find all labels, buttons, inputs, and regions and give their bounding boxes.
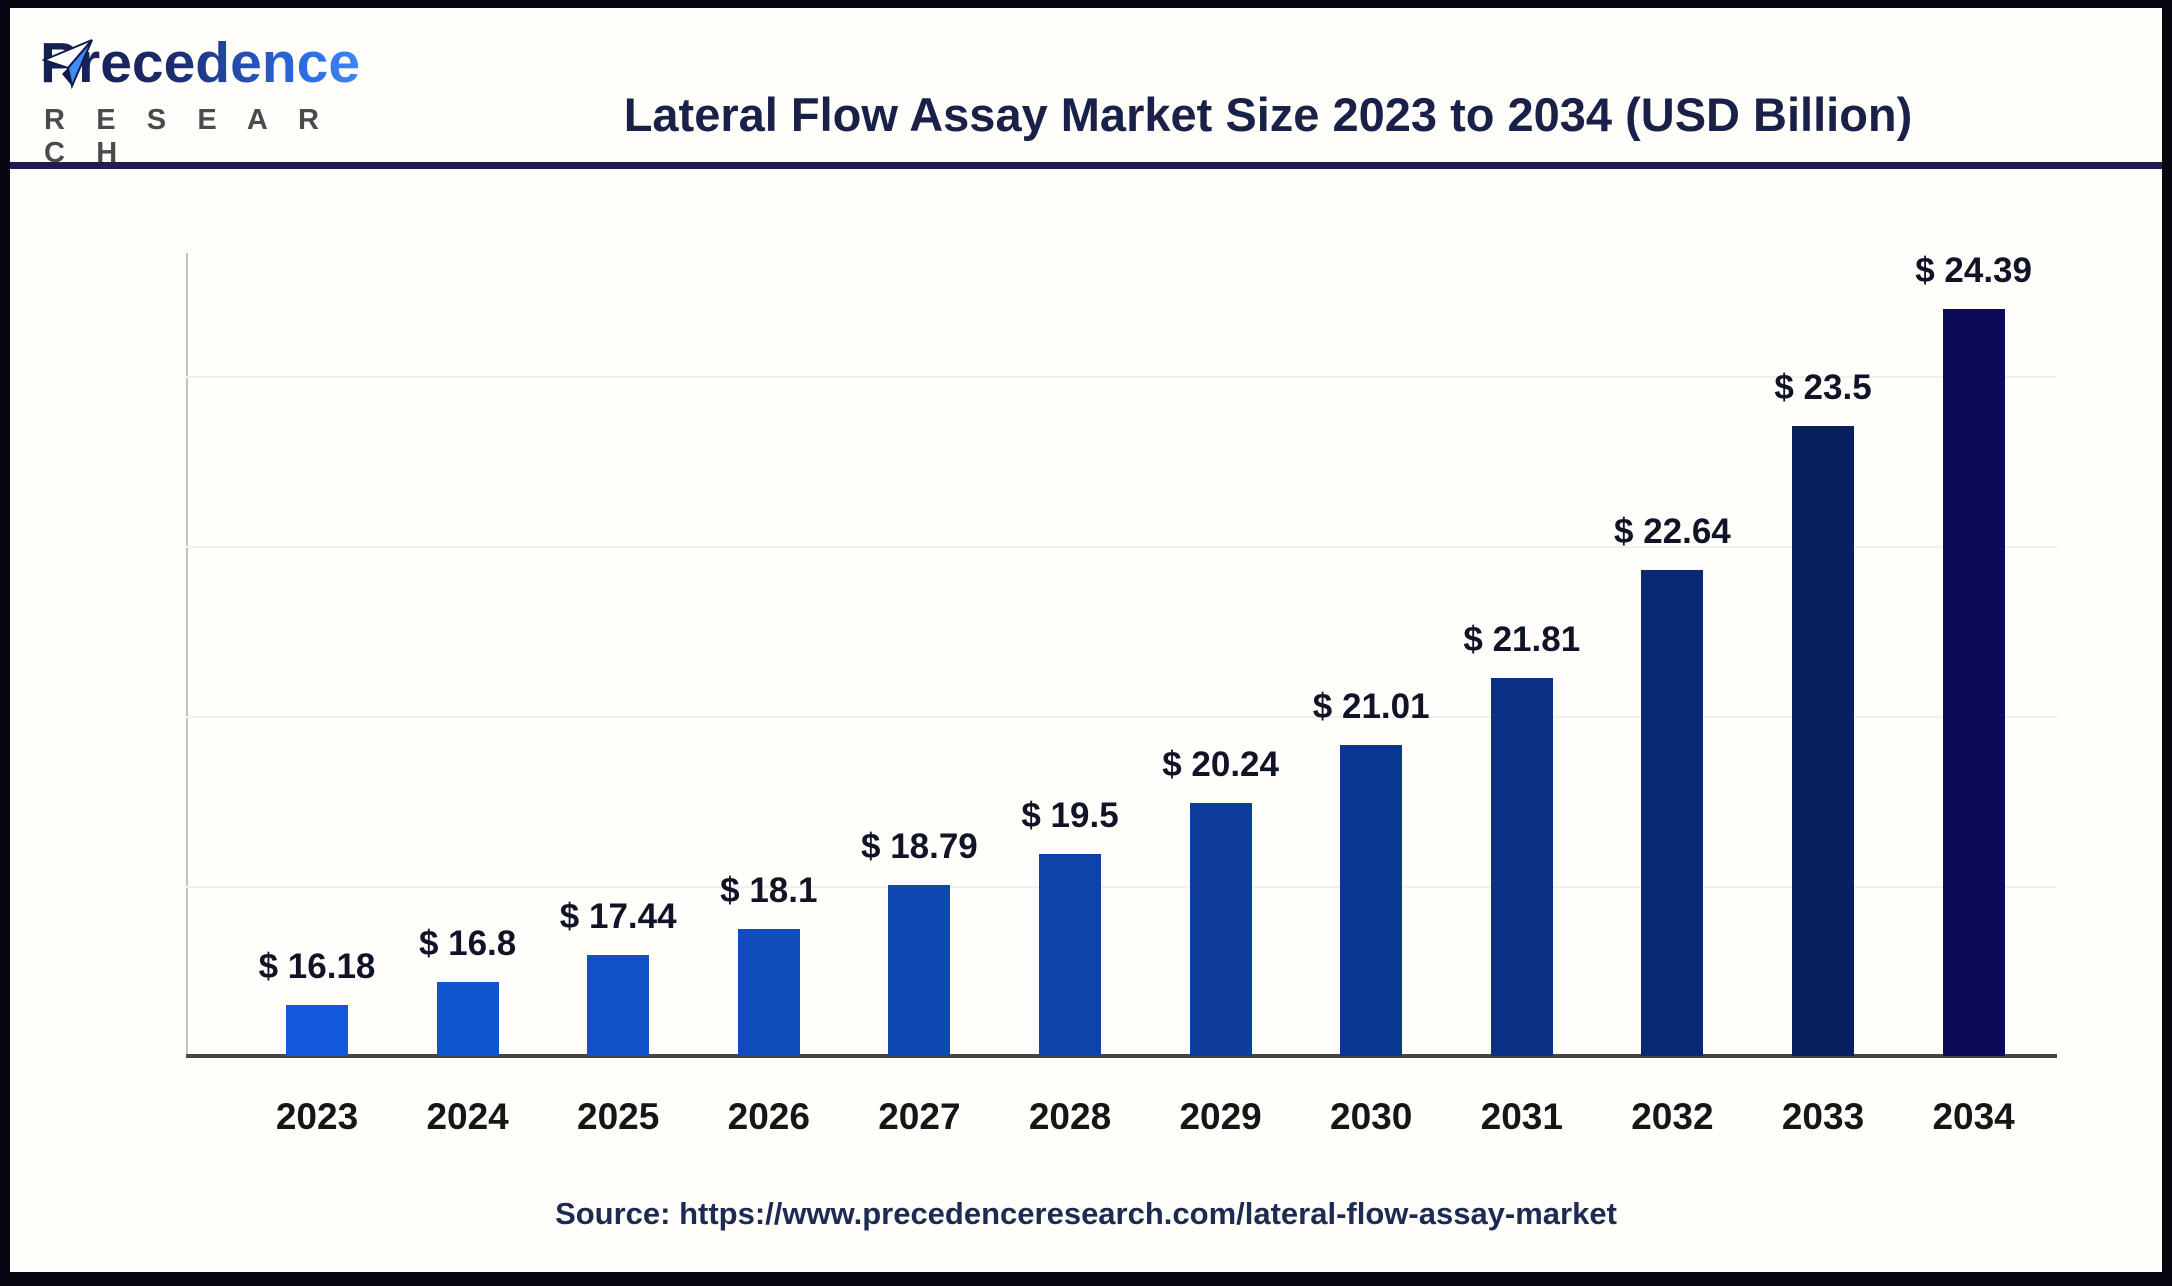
x-tick-label: 2027 [878, 1096, 961, 1137]
bar-2027 [888, 885, 951, 1056]
gridline [186, 546, 2057, 548]
bar-2028 [1039, 854, 1101, 1056]
x-tick-label: 2031 [1480, 1096, 1563, 1137]
header-divider [0, 162, 2172, 169]
bar-2024 [436, 982, 499, 1056]
chart-title: Lateral Flow Assay Market Size 2023 to 2… [623, 88, 1913, 142]
bar-value-label: $ 21.01 [1312, 687, 1430, 726]
bar-2026 [737, 929, 800, 1056]
x-tick-label: 2026 [727, 1096, 810, 1137]
logo-brand-text: Precedence [40, 31, 361, 95]
bar-value-label: $ 23.5 [1774, 368, 1872, 407]
x-tick-label: 2029 [1179, 1096, 1262, 1137]
bar-value-label: $ 21.81 [1463, 620, 1581, 659]
bar-value-label: $ 18.79 [861, 827, 978, 866]
bar-value-label: $ 17.44 [559, 897, 677, 936]
bar-2033 [1792, 426, 1854, 1056]
gridline [186, 886, 2057, 888]
paper-plane-icon [42, 39, 93, 90]
y-axis-line [186, 253, 188, 1056]
bar-value-label: $ 16.8 [418, 924, 517, 963]
bar-2025 [587, 955, 650, 1056]
bar-value-label: $ 24.39 [1915, 251, 2032, 290]
bar-2031 [1490, 678, 1553, 1056]
bar-2029 [1189, 803, 1252, 1056]
x-tick-label: 2034 [1932, 1096, 2015, 1137]
bar-2023 [286, 1005, 348, 1056]
x-axis-line [186, 1054, 2057, 1058]
x-tick-label: 2025 [577, 1096, 660, 1137]
source-citation: Source: https://www.precedenceresearch.c… [555, 1196, 1617, 1231]
x-tick-label: 2024 [426, 1096, 509, 1137]
x-tick-label: 2023 [275, 1096, 359, 1137]
bar-value-label: $ 18.1 [720, 871, 818, 910]
x-tick-label: 2028 [1028, 1096, 1112, 1137]
gridline [186, 376, 2057, 378]
precedence-research-logo: Precedence R E S E A R C H [40, 30, 370, 169]
bar-2030 [1340, 745, 1403, 1056]
bar-value-label: $ 19.5 [1021, 796, 1119, 835]
bar-2034 [1942, 309, 2005, 1056]
gridline [186, 716, 2057, 718]
x-tick-label: 2032 [1631, 1096, 1714, 1137]
bar-2032 [1641, 570, 1704, 1056]
bar-value-label: $ 20.24 [1162, 745, 1279, 784]
x-tick-label: 2033 [1781, 1096, 1865, 1137]
x-tick-label: 2030 [1330, 1096, 1413, 1137]
bar-value-label: $ 16.18 [258, 947, 376, 986]
bar-value-label: $ 22.64 [1614, 512, 1731, 551]
logo-sub-text: R E S E A R C H [44, 104, 331, 169]
